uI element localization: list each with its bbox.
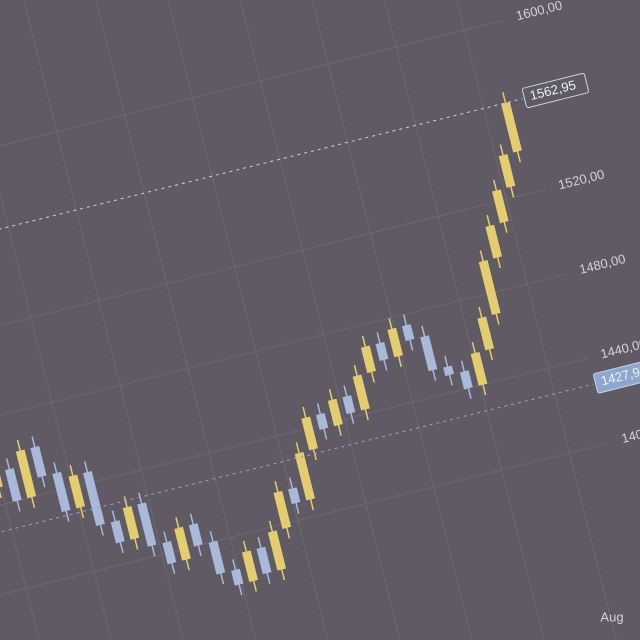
candle-body <box>256 546 272 575</box>
grid-line <box>0 358 588 546</box>
candle-body <box>83 470 105 526</box>
candle-body <box>327 398 343 427</box>
price-tag <box>593 358 640 394</box>
grid-line <box>0 442 609 630</box>
candle-body <box>477 316 494 351</box>
candle-body <box>241 550 259 583</box>
grid-line-vertical <box>261 0 520 640</box>
candle-body <box>52 471 71 513</box>
candle-body <box>137 502 157 547</box>
candle-body <box>68 474 86 509</box>
candle-body <box>188 523 203 547</box>
candle-body <box>267 530 287 571</box>
candle-body <box>122 505 140 540</box>
candle-body <box>15 449 37 499</box>
candle-body <box>342 395 356 415</box>
candle-body <box>401 324 415 342</box>
candle-body <box>208 540 226 575</box>
candle-body <box>387 327 403 358</box>
candle-body <box>273 490 292 529</box>
candle-body <box>498 154 516 188</box>
candle-body <box>360 345 376 374</box>
grid-line-vertical <box>0 0 248 640</box>
grid-line-vertical <box>329 0 587 640</box>
candle-body <box>288 487 301 505</box>
candle-body <box>352 374 370 411</box>
candle-body <box>443 365 455 377</box>
grid-line <box>0 189 546 377</box>
price-tag <box>521 72 590 109</box>
candle-body <box>470 351 488 386</box>
candle-body <box>110 520 125 544</box>
x-axis-label: Aug <box>600 609 623 624</box>
candle-body <box>174 526 191 561</box>
candle-body <box>478 260 501 316</box>
grid-line <box>0 19 504 208</box>
candle-body <box>315 412 329 430</box>
grid-line-vertical <box>0 0 180 640</box>
candle-body <box>485 224 503 259</box>
candle-body <box>459 370 473 390</box>
grid-line <box>0 273 567 461</box>
candle-body <box>162 540 177 565</box>
candle-body <box>301 416 318 451</box>
candle-body <box>501 101 522 153</box>
candle-body <box>4 467 22 502</box>
candle-body <box>492 189 509 224</box>
grid-line-vertical <box>193 0 452 640</box>
y-tick-label: 1400 <box>620 424 640 446</box>
candle-body <box>231 568 244 586</box>
grid-line-vertical <box>57 0 316 640</box>
candle-body <box>375 341 389 361</box>
candle-body <box>420 335 438 372</box>
candle-body <box>30 445 47 478</box>
candle-body <box>294 451 316 501</box>
grid-line-vertical <box>397 0 640 640</box>
grid-line-vertical <box>125 0 384 640</box>
